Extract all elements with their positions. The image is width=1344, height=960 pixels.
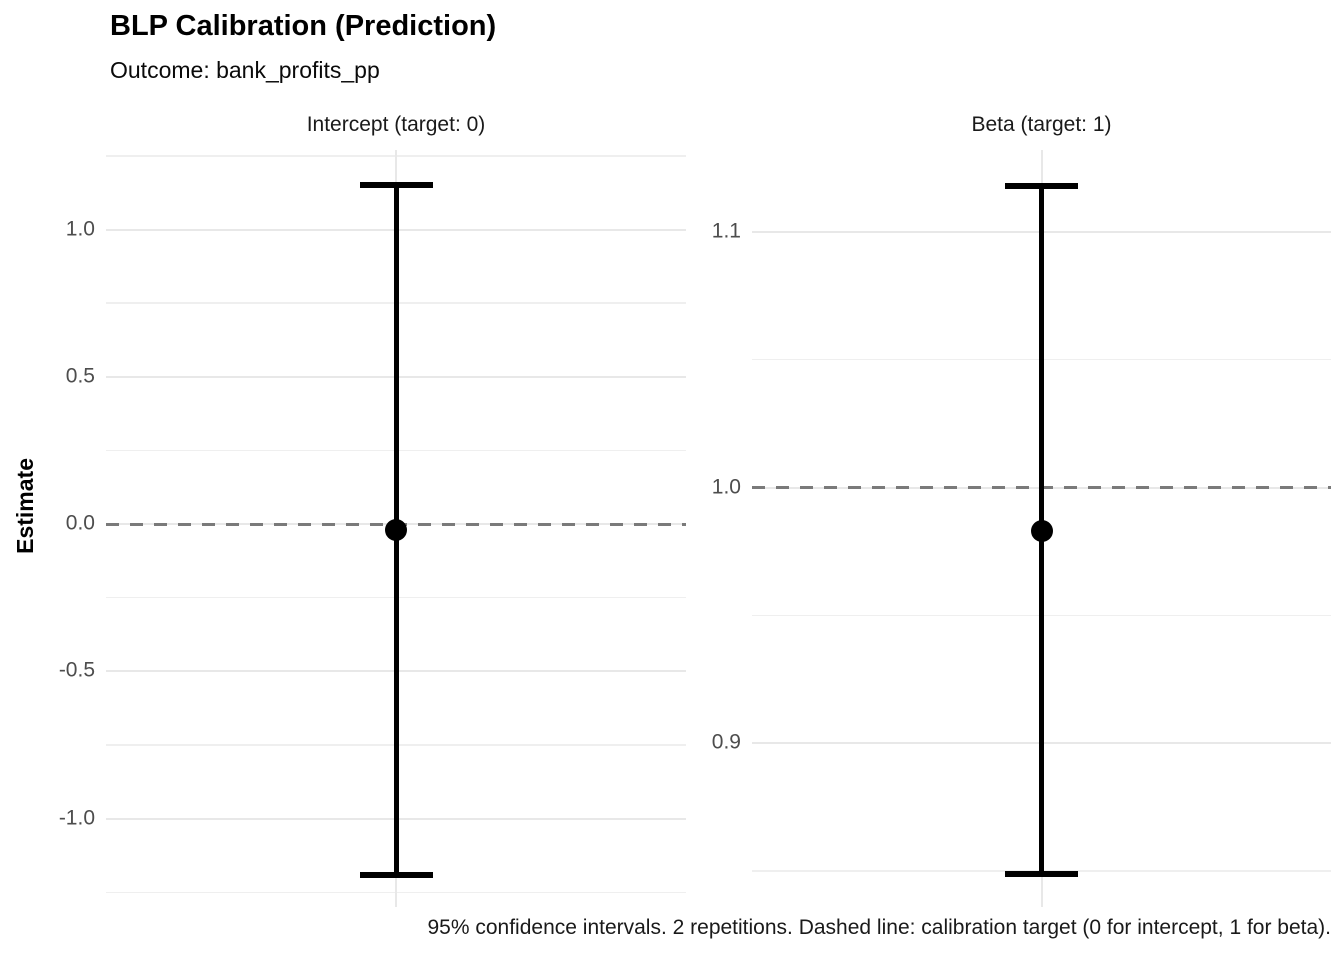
panel-title-intercept: Intercept (target: 0) bbox=[306, 113, 486, 136]
y-axis-title: Estimate bbox=[12, 458, 38, 554]
caption: 95% confidence intervals. 2 repetitions.… bbox=[427, 916, 1332, 939]
y-tick-label: -1.0 bbox=[58, 806, 95, 830]
estimate-point bbox=[385, 518, 407, 541]
error-bar-cap-bottom bbox=[359, 871, 433, 878]
y-tick-label: -0.5 bbox=[58, 658, 95, 682]
error-bar-cap-top bbox=[1005, 182, 1078, 189]
y-tick-label: 1.0 bbox=[65, 217, 95, 241]
y-tick-label: 0.0 bbox=[65, 511, 95, 535]
chart-subtitle: Outcome: bank_profits_pp bbox=[110, 57, 380, 83]
estimate-point bbox=[1030, 520, 1053, 543]
y-tick-label: 0.5 bbox=[65, 364, 95, 388]
y-tick-label: 1.1 bbox=[711, 219, 741, 243]
chart-title: BLP Calibration (Prediction) bbox=[110, 10, 497, 42]
panel-beta bbox=[752, 150, 1331, 907]
error-bar-cap-top bbox=[359, 182, 433, 189]
y-tick-label: 0.9 bbox=[711, 730, 741, 754]
error-bar-cap-bottom bbox=[1005, 870, 1078, 877]
panel-intercept bbox=[106, 150, 686, 907]
y-tick-label: 1.0 bbox=[711, 475, 741, 499]
panel-title-beta: Beta (target: 1) bbox=[971, 113, 1112, 136]
